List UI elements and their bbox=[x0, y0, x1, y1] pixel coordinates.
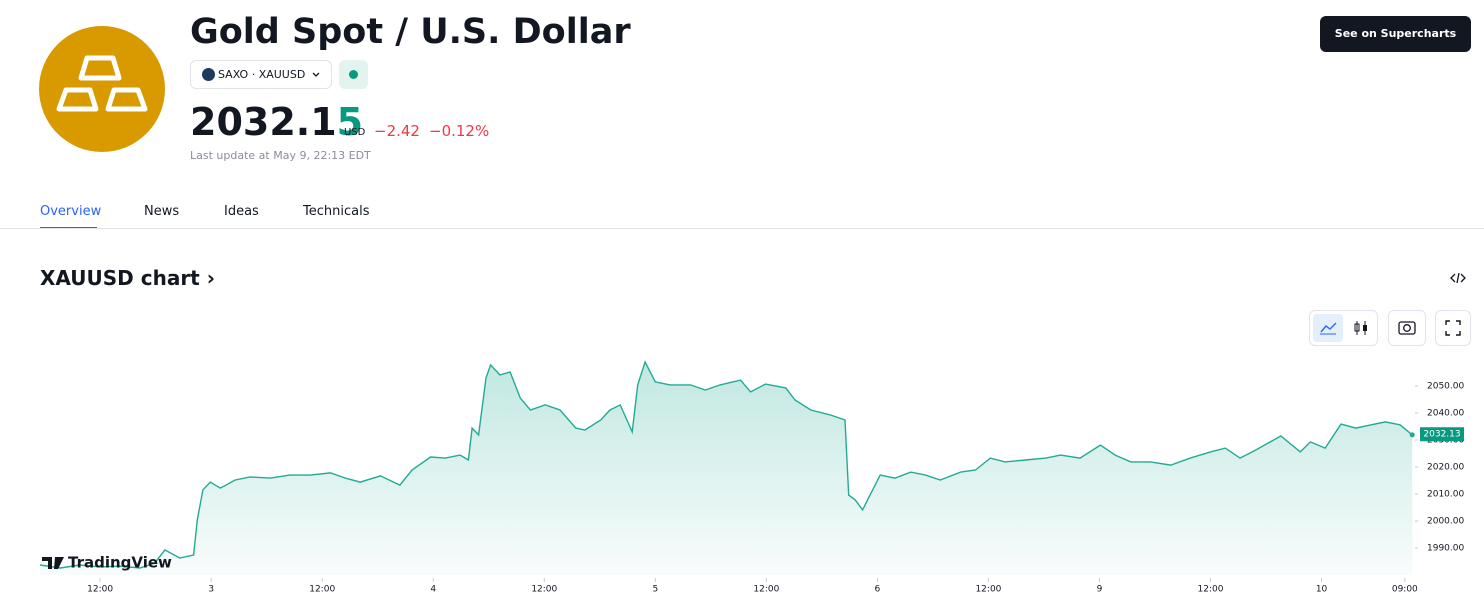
title: Gold Spot / U.S. Dollar bbox=[190, 12, 631, 52]
chart-heading[interactable]: XAUUSD chart › bbox=[40, 266, 215, 290]
y-tick-label: 1990.00 bbox=[1427, 544, 1464, 554]
candle-style-button[interactable] bbox=[1347, 314, 1375, 342]
y-tick-label: 2010.00 bbox=[1427, 490, 1464, 500]
area-style-button[interactable] bbox=[1313, 314, 1343, 342]
x-tick-label: 4 bbox=[430, 585, 436, 595]
tab[interactable]: News bbox=[144, 204, 180, 219]
last-price-label: 2032.13 bbox=[1423, 430, 1460, 440]
x-tick-label: 12:00 bbox=[309, 585, 335, 595]
watermark bbox=[42, 557, 64, 569]
line bbox=[39, 360, 1413, 569]
change-percent: −0.12% bbox=[429, 122, 490, 140]
x-tick-label: 5 bbox=[652, 585, 658, 595]
change: −2.42 bbox=[374, 122, 420, 140]
x-tick-label: 12:00 bbox=[1198, 585, 1224, 595]
source: SAXO · XAUUSD bbox=[218, 68, 306, 81]
fullscreen-button[interactable] bbox=[1435, 310, 1471, 346]
tab[interactable]: Technicals bbox=[303, 204, 370, 219]
screenshot-button[interactable] bbox=[1388, 310, 1426, 346]
x-tick-label: 3 bbox=[208, 585, 214, 595]
divider bbox=[0, 228, 1484, 229]
x-tick-label: 10 bbox=[1316, 585, 1328, 595]
price: 2032.15 bbox=[190, 100, 364, 144]
last-point bbox=[1409, 432, 1415, 438]
watermark-icon bbox=[42, 557, 64, 569]
currency: USD bbox=[344, 127, 366, 138]
tab[interactable]: Overview bbox=[40, 204, 102, 219]
x-tick-label: 12:00 bbox=[753, 585, 779, 595]
tab[interactable]: Ideas bbox=[224, 204, 259, 219]
y-tick-label: 2000.00 bbox=[1427, 517, 1464, 527]
last-price-box bbox=[1420, 427, 1464, 442]
chart-style-toggle bbox=[1309, 310, 1378, 346]
symbol-pill[interactable]: SAXO · XAUUSD bbox=[190, 60, 332, 89]
x-tick-label: 9 bbox=[1097, 585, 1103, 595]
area bbox=[40, 362, 1413, 575]
market-status[interactable] bbox=[339, 60, 368, 89]
y-tick-label: 2050.00 bbox=[1427, 382, 1464, 392]
last-update: Last update at May 9, 22:13 EDT bbox=[190, 149, 371, 162]
supercharts-button[interactable]: See on Supercharts bbox=[1320, 16, 1471, 52]
x-tick-label: 12:00 bbox=[87, 585, 113, 595]
x-tick-label: 12:00 bbox=[975, 585, 1001, 595]
watermark-text: TradingView bbox=[68, 554, 172, 572]
embed-icon[interactable] bbox=[1450, 271, 1466, 285]
chart-heading-text: XAUUSD chart bbox=[40, 266, 200, 290]
x-tick-label: 09:00 bbox=[1392, 585, 1418, 595]
y-tick-label: 2020.00 bbox=[1427, 463, 1464, 473]
logo bbox=[39, 26, 165, 152]
y-tick-label: 2040.00 bbox=[1427, 409, 1464, 419]
x-tick-label: 6 bbox=[875, 585, 881, 595]
x-tick-label: 12:00 bbox=[531, 585, 557, 595]
